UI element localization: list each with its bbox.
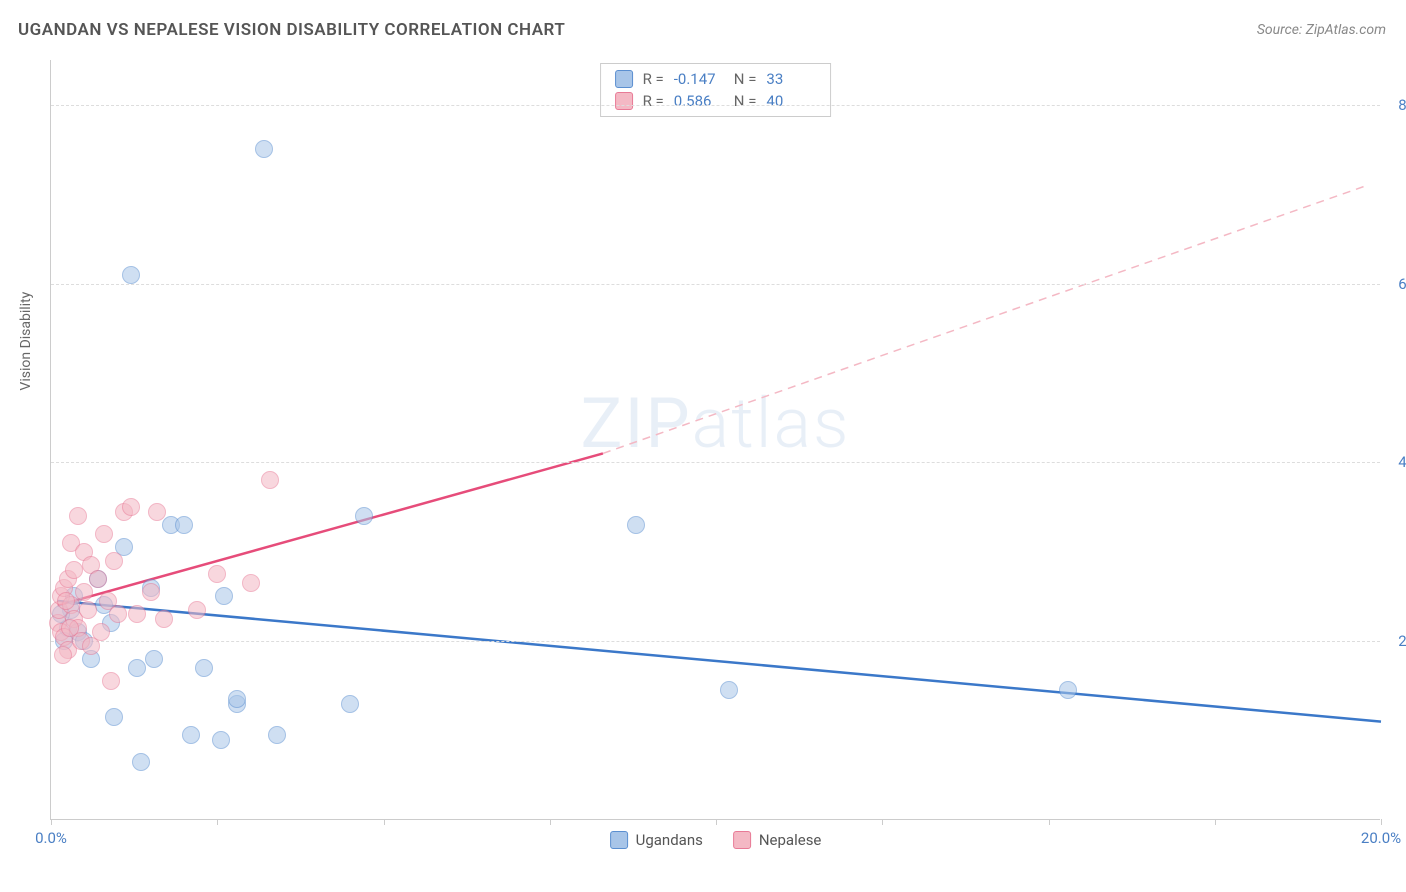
- scatter-point: [1059, 681, 1077, 699]
- plot-area: ZIPatlas R = -0.147 N = 33 R = 0.586 N =…: [50, 60, 1380, 820]
- gridline: [51, 462, 1380, 463]
- scatter-point: [105, 708, 123, 726]
- scatter-point: [145, 650, 163, 668]
- y-tick-label: 4.0%: [1385, 453, 1406, 471]
- scatter-point: [128, 605, 146, 623]
- chart-title: UGANDAN VS NEPALESE VISION DISABILITY CO…: [18, 20, 565, 40]
- scatter-point: [155, 610, 173, 628]
- scatter-point: [102, 672, 120, 690]
- gridline: [51, 641, 1380, 642]
- scatter-point: [122, 266, 140, 284]
- scatter-point: [61, 619, 79, 637]
- scatter-point: [105, 552, 123, 570]
- x-tick: [882, 819, 883, 825]
- scatter-point: [65, 561, 83, 579]
- legend-swatch-ugandans: [610, 831, 628, 849]
- stat-r-label: R =: [643, 70, 664, 88]
- stat-n-label-2: N =: [734, 92, 757, 110]
- scatter-point: [195, 659, 213, 677]
- trend-line: [58, 453, 603, 605]
- scatter-point: [182, 726, 200, 744]
- scatter-point: [132, 753, 150, 771]
- legend-item-ugandans: Ugandans: [610, 831, 703, 849]
- scatter-point: [355, 507, 373, 525]
- scatter-point: [255, 140, 273, 158]
- scatter-point: [148, 503, 166, 521]
- scatter-point: [69, 507, 87, 525]
- scatter-point: [341, 695, 359, 713]
- gridline: [51, 284, 1380, 285]
- x-tick-label: 0.0%: [35, 829, 67, 847]
- x-tick: [550, 819, 551, 825]
- gridline: [51, 105, 1380, 106]
- x-tick: [1049, 819, 1050, 825]
- scatter-point: [261, 471, 279, 489]
- swatch-ugandans: [615, 70, 633, 88]
- y-tick-label: 8.0%: [1385, 96, 1406, 114]
- x-tick: [716, 819, 717, 825]
- chart-container: UGANDAN VS NEPALESE VISION DISABILITY CO…: [0, 0, 1406, 892]
- y-tick-label: 6.0%: [1385, 275, 1406, 293]
- scatter-point: [54, 646, 72, 664]
- scatter-point: [268, 726, 286, 744]
- x-tick: [51, 819, 52, 825]
- y-tick-label: 2.0%: [1385, 632, 1406, 650]
- legend-item-nepalese: Nepalese: [733, 831, 822, 849]
- scatter-point: [89, 570, 107, 588]
- stats-legend: R = -0.147 N = 33 R = 0.586 N = 40: [600, 63, 832, 117]
- source-label: Source: ZipAtlas.com: [1257, 22, 1386, 38]
- scatter-point: [212, 731, 230, 749]
- legend-swatch-nepalese: [733, 831, 751, 849]
- scatter-point: [57, 592, 75, 610]
- scatter-point: [109, 605, 127, 623]
- bottom-legend: Ugandans Nepalese: [610, 831, 822, 849]
- stat-n-label: N =: [734, 70, 757, 88]
- trend-lines-svg: [51, 60, 1380, 819]
- scatter-point: [122, 498, 140, 516]
- scatter-point: [142, 583, 160, 601]
- scatter-point: [188, 601, 206, 619]
- scatter-point: [242, 574, 260, 592]
- trend-line: [603, 185, 1368, 453]
- scatter-point: [627, 516, 645, 534]
- scatter-point: [75, 583, 93, 601]
- scatter-point: [79, 601, 97, 619]
- trend-line: [58, 601, 1381, 722]
- scatter-point: [128, 659, 146, 677]
- stats-row-nepalese: R = 0.586 N = 40: [615, 90, 817, 112]
- x-tick: [1381, 819, 1382, 825]
- stat-r-nepalese: 0.586: [674, 92, 724, 110]
- scatter-point: [175, 516, 193, 534]
- legend-label-ugandans: Ugandans: [636, 831, 703, 849]
- stat-r-label-2: R =: [643, 92, 664, 110]
- x-tick-label: 20.0%: [1361, 829, 1401, 847]
- stat-r-ugandans: -0.147: [674, 70, 724, 88]
- stats-row-ugandans: R = -0.147 N = 33: [615, 68, 817, 90]
- x-tick: [217, 819, 218, 825]
- stat-n-ugandans: 33: [766, 70, 816, 88]
- scatter-point: [215, 587, 233, 605]
- scatter-point: [95, 525, 113, 543]
- stat-n-nepalese: 40: [766, 92, 816, 110]
- scatter-point: [228, 690, 246, 708]
- y-axis-label: Vision Disability: [18, 292, 34, 391]
- scatter-point: [92, 623, 110, 641]
- legend-label-nepalese: Nepalese: [759, 831, 822, 849]
- scatter-point: [720, 681, 738, 699]
- swatch-nepalese: [615, 92, 633, 110]
- scatter-point: [208, 565, 226, 583]
- x-tick: [384, 819, 385, 825]
- x-tick: [1215, 819, 1216, 825]
